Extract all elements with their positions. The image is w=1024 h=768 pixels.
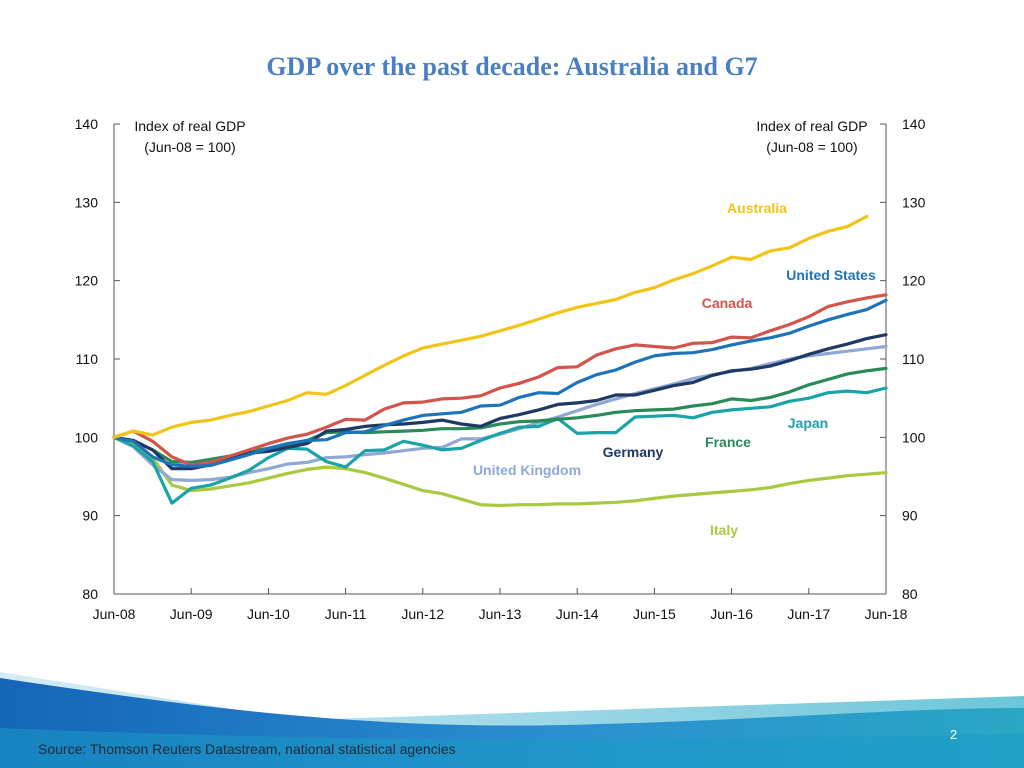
y-tick-label-left: 140 [75,116,99,132]
x-tick-label: Jun-15 [633,606,676,622]
x-tick-label: Jun-12 [401,606,444,622]
series-label-japan: Japan [788,415,828,431]
footer-band [0,672,1024,768]
y-tick-label-right: 140 [902,116,926,132]
series-line-united-states [112,298,888,468]
y-tick-label-left: 90 [82,508,98,524]
series-label-united-states: United States [786,267,876,283]
x-tick-label: Jun-14 [556,606,599,622]
y-tick-label-right: 130 [902,194,926,210]
page-number: 2 [950,727,958,742]
series-line-australia [112,214,869,439]
series-label-canada: Canada [702,295,753,311]
chart-series-labels: Australia United States Canada Germany Franc… [473,200,876,538]
y-tick-label-left: 100 [75,429,99,445]
source-note: Source: Thomson Reuters Datastream, nati… [38,741,456,757]
page-title: GDP over the past decade: Australia and … [266,52,758,81]
y-axis-title-right: Index of real GDP [756,118,867,134]
y-tick-label-right: 120 [902,273,926,289]
y-axis-title-left: (Jun-08 = 100) [144,139,235,155]
series-label-italy: Italy [710,522,738,538]
series-line-japan [112,386,888,505]
x-tick-label: Jun-13 [479,606,522,622]
x-tick-label: Jun-10 [247,606,290,622]
series-line-canada [112,293,888,467]
series-label-france: France [705,434,751,450]
y-tick-label-right: 90 [902,508,918,524]
x-tick-label: Jun-08 [93,606,136,622]
y-axis-title-right: (Jun-08 = 100) [766,139,857,155]
y-tick-label-left: 110 [76,351,99,367]
series-line-italy [112,435,888,508]
y-tick-label-left: 120 [75,273,99,289]
x-tick-label: Jun-09 [170,606,213,622]
y-tick-label-right: 110 [902,351,925,367]
x-tick-label: Jun-17 [787,606,830,622]
y-tick-label-left: 130 [75,194,99,210]
x-tick-label: Jun-18 [865,606,908,622]
series-label-australia: Australia [727,200,787,216]
series-line-germany [112,333,888,471]
y-tick-label-right: 80 [902,586,918,602]
chart-axes: 80 80 90 90 100 100 110 110 120 120 130 130 140 140 Ju… [75,116,926,622]
chart-series [112,214,888,508]
y-tick-label-left: 80 [82,586,98,602]
x-tick-label: Jun-16 [710,606,753,622]
gdp-line-chart: 80 80 90 90 100 100 110 110 120 120 130 130 140 140 Ju… [75,116,926,622]
series-label-germany: Germany [603,444,664,460]
y-tick-label-right: 100 [902,429,926,445]
y-axis-title-left: Index of real GDP [134,118,245,134]
x-tick-label: Jun-11 [325,606,367,622]
series-label-united-kingdom: United Kingdom [473,462,581,478]
